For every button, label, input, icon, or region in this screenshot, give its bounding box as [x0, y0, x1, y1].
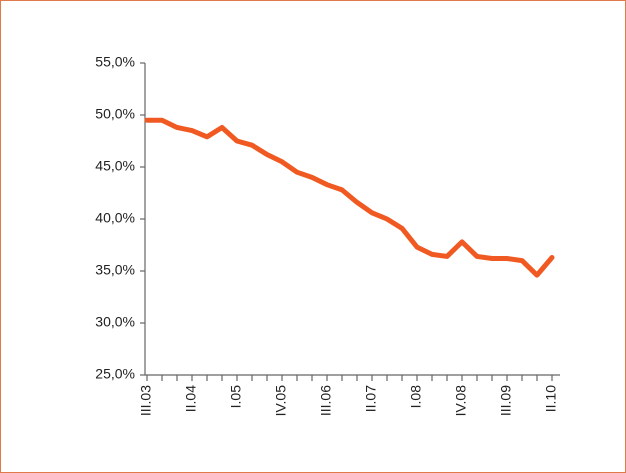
y-tick-label: 55,0% — [95, 54, 135, 70]
x-tick-label: II.04 — [183, 385, 199, 412]
x-tick-label: I.08 — [408, 385, 424, 409]
y-tick-label: 25,0% — [95, 366, 135, 382]
line-series — [144, 117, 555, 278]
y-tick-label: 40,0% — [95, 210, 135, 226]
x-tick-label: III.09 — [498, 385, 514, 416]
x-tick-label: III.03 — [138, 385, 154, 416]
y-tick-label: 45,0% — [95, 158, 135, 174]
x-tick-label: I.05 — [228, 385, 244, 409]
y-tick-label: 50,0% — [95, 106, 135, 122]
x-tick-label: II.07 — [363, 385, 379, 412]
x-tick-label: IV.05 — [273, 385, 289, 417]
y-tick-label: 35,0% — [95, 262, 135, 278]
x-tick-label: IV.08 — [453, 385, 469, 417]
x-tick-label: III.06 — [318, 385, 334, 416]
y-tick-label: 30,0% — [95, 314, 135, 330]
x-tick-label: II.10 — [543, 385, 559, 412]
